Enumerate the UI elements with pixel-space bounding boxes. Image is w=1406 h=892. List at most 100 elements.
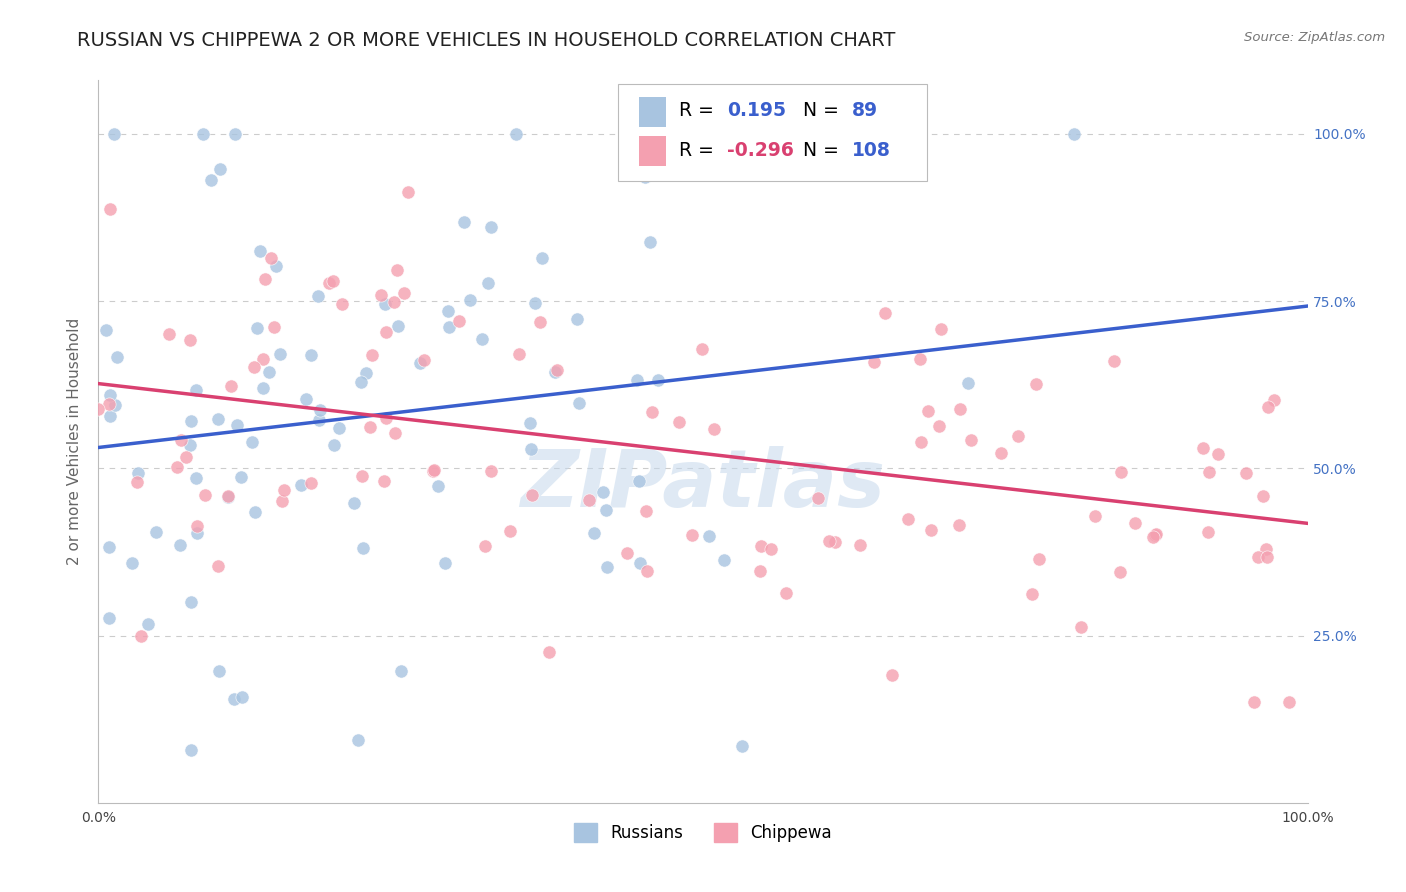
Point	[751, 539, 773, 553]
Point	[97, 397, 120, 411]
Point	[98, 540, 121, 554]
Point	[169, 434, 191, 448]
Point	[1206, 447, 1229, 461]
Point	[271, 493, 294, 508]
Point	[1084, 509, 1107, 524]
Point	[226, 417, 249, 432]
Point	[330, 297, 353, 311]
Point	[917, 403, 939, 417]
Point	[1142, 531, 1164, 545]
Point	[105, 350, 128, 364]
Point	[121, 557, 143, 571]
Point	[217, 490, 239, 504]
Point	[295, 392, 318, 406]
Point	[350, 375, 373, 389]
Point	[322, 274, 344, 288]
Text: R =: R =	[679, 141, 714, 160]
Point	[98, 611, 121, 625]
Point	[127, 466, 149, 480]
Point	[920, 523, 942, 537]
Point	[1109, 465, 1132, 479]
FancyBboxPatch shape	[638, 97, 665, 128]
Point	[863, 354, 886, 368]
Point	[347, 733, 370, 747]
Point	[505, 127, 527, 141]
Point	[384, 425, 406, 440]
Point	[531, 251, 554, 265]
Point	[499, 524, 522, 539]
Text: N =: N =	[803, 141, 839, 160]
Point	[264, 260, 287, 274]
Point	[179, 333, 201, 347]
Point	[307, 289, 329, 303]
Point	[180, 414, 202, 428]
Point	[873, 306, 896, 320]
Point	[352, 541, 374, 556]
Point	[1257, 401, 1279, 415]
Point	[638, 235, 661, 249]
Point	[824, 535, 846, 549]
Point	[596, 559, 619, 574]
Point	[373, 474, 395, 488]
Point	[775, 586, 797, 600]
Point	[103, 127, 125, 141]
Point	[252, 381, 274, 395]
Point	[374, 411, 396, 425]
Y-axis label: 2 or more Vehicles in Household: 2 or more Vehicles in Household	[67, 318, 83, 566]
Point	[1143, 527, 1166, 541]
Point	[427, 479, 450, 493]
Point	[240, 434, 263, 449]
Point	[257, 365, 280, 379]
Point	[474, 539, 496, 553]
Point	[1263, 392, 1285, 407]
Point	[342, 496, 364, 510]
Point	[453, 215, 475, 229]
Point	[249, 244, 271, 258]
Text: Source: ZipAtlas.com: Source: ZipAtlas.com	[1244, 31, 1385, 45]
Point	[184, 383, 207, 397]
Point	[273, 483, 295, 497]
Point	[217, 489, 239, 503]
Text: ZIPatlas: ZIPatlas	[520, 446, 886, 524]
Point	[269, 347, 291, 361]
Point	[957, 376, 980, 390]
Point	[409, 356, 432, 370]
Point	[231, 690, 253, 704]
Point	[690, 342, 713, 356]
Point	[1102, 353, 1125, 368]
Point	[389, 664, 412, 678]
Point	[254, 272, 277, 286]
Point	[897, 512, 920, 526]
Point	[98, 388, 121, 402]
FancyBboxPatch shape	[638, 136, 665, 166]
Point	[1123, 516, 1146, 531]
Point	[628, 556, 651, 570]
Point	[1251, 489, 1274, 503]
Point	[1247, 550, 1270, 565]
Point	[688, 127, 710, 141]
Point	[697, 529, 720, 543]
Point	[807, 491, 830, 505]
Point	[129, 629, 152, 643]
Text: R =: R =	[679, 101, 714, 120]
Point	[595, 502, 617, 516]
Point	[1234, 466, 1257, 480]
Point	[761, 541, 783, 556]
Point	[328, 421, 350, 435]
Point	[394, 285, 416, 300]
Point	[166, 459, 188, 474]
Point	[538, 645, 561, 659]
Text: N =: N =	[803, 101, 839, 120]
Point	[1063, 127, 1085, 141]
Point	[818, 533, 841, 548]
Point	[636, 565, 658, 579]
Point	[322, 437, 344, 451]
Point	[309, 403, 332, 417]
Point	[98, 202, 121, 216]
Point	[350, 468, 373, 483]
Point	[1028, 551, 1050, 566]
Point	[125, 475, 148, 489]
Point	[748, 564, 770, 578]
Point	[387, 319, 409, 334]
Point	[385, 262, 408, 277]
